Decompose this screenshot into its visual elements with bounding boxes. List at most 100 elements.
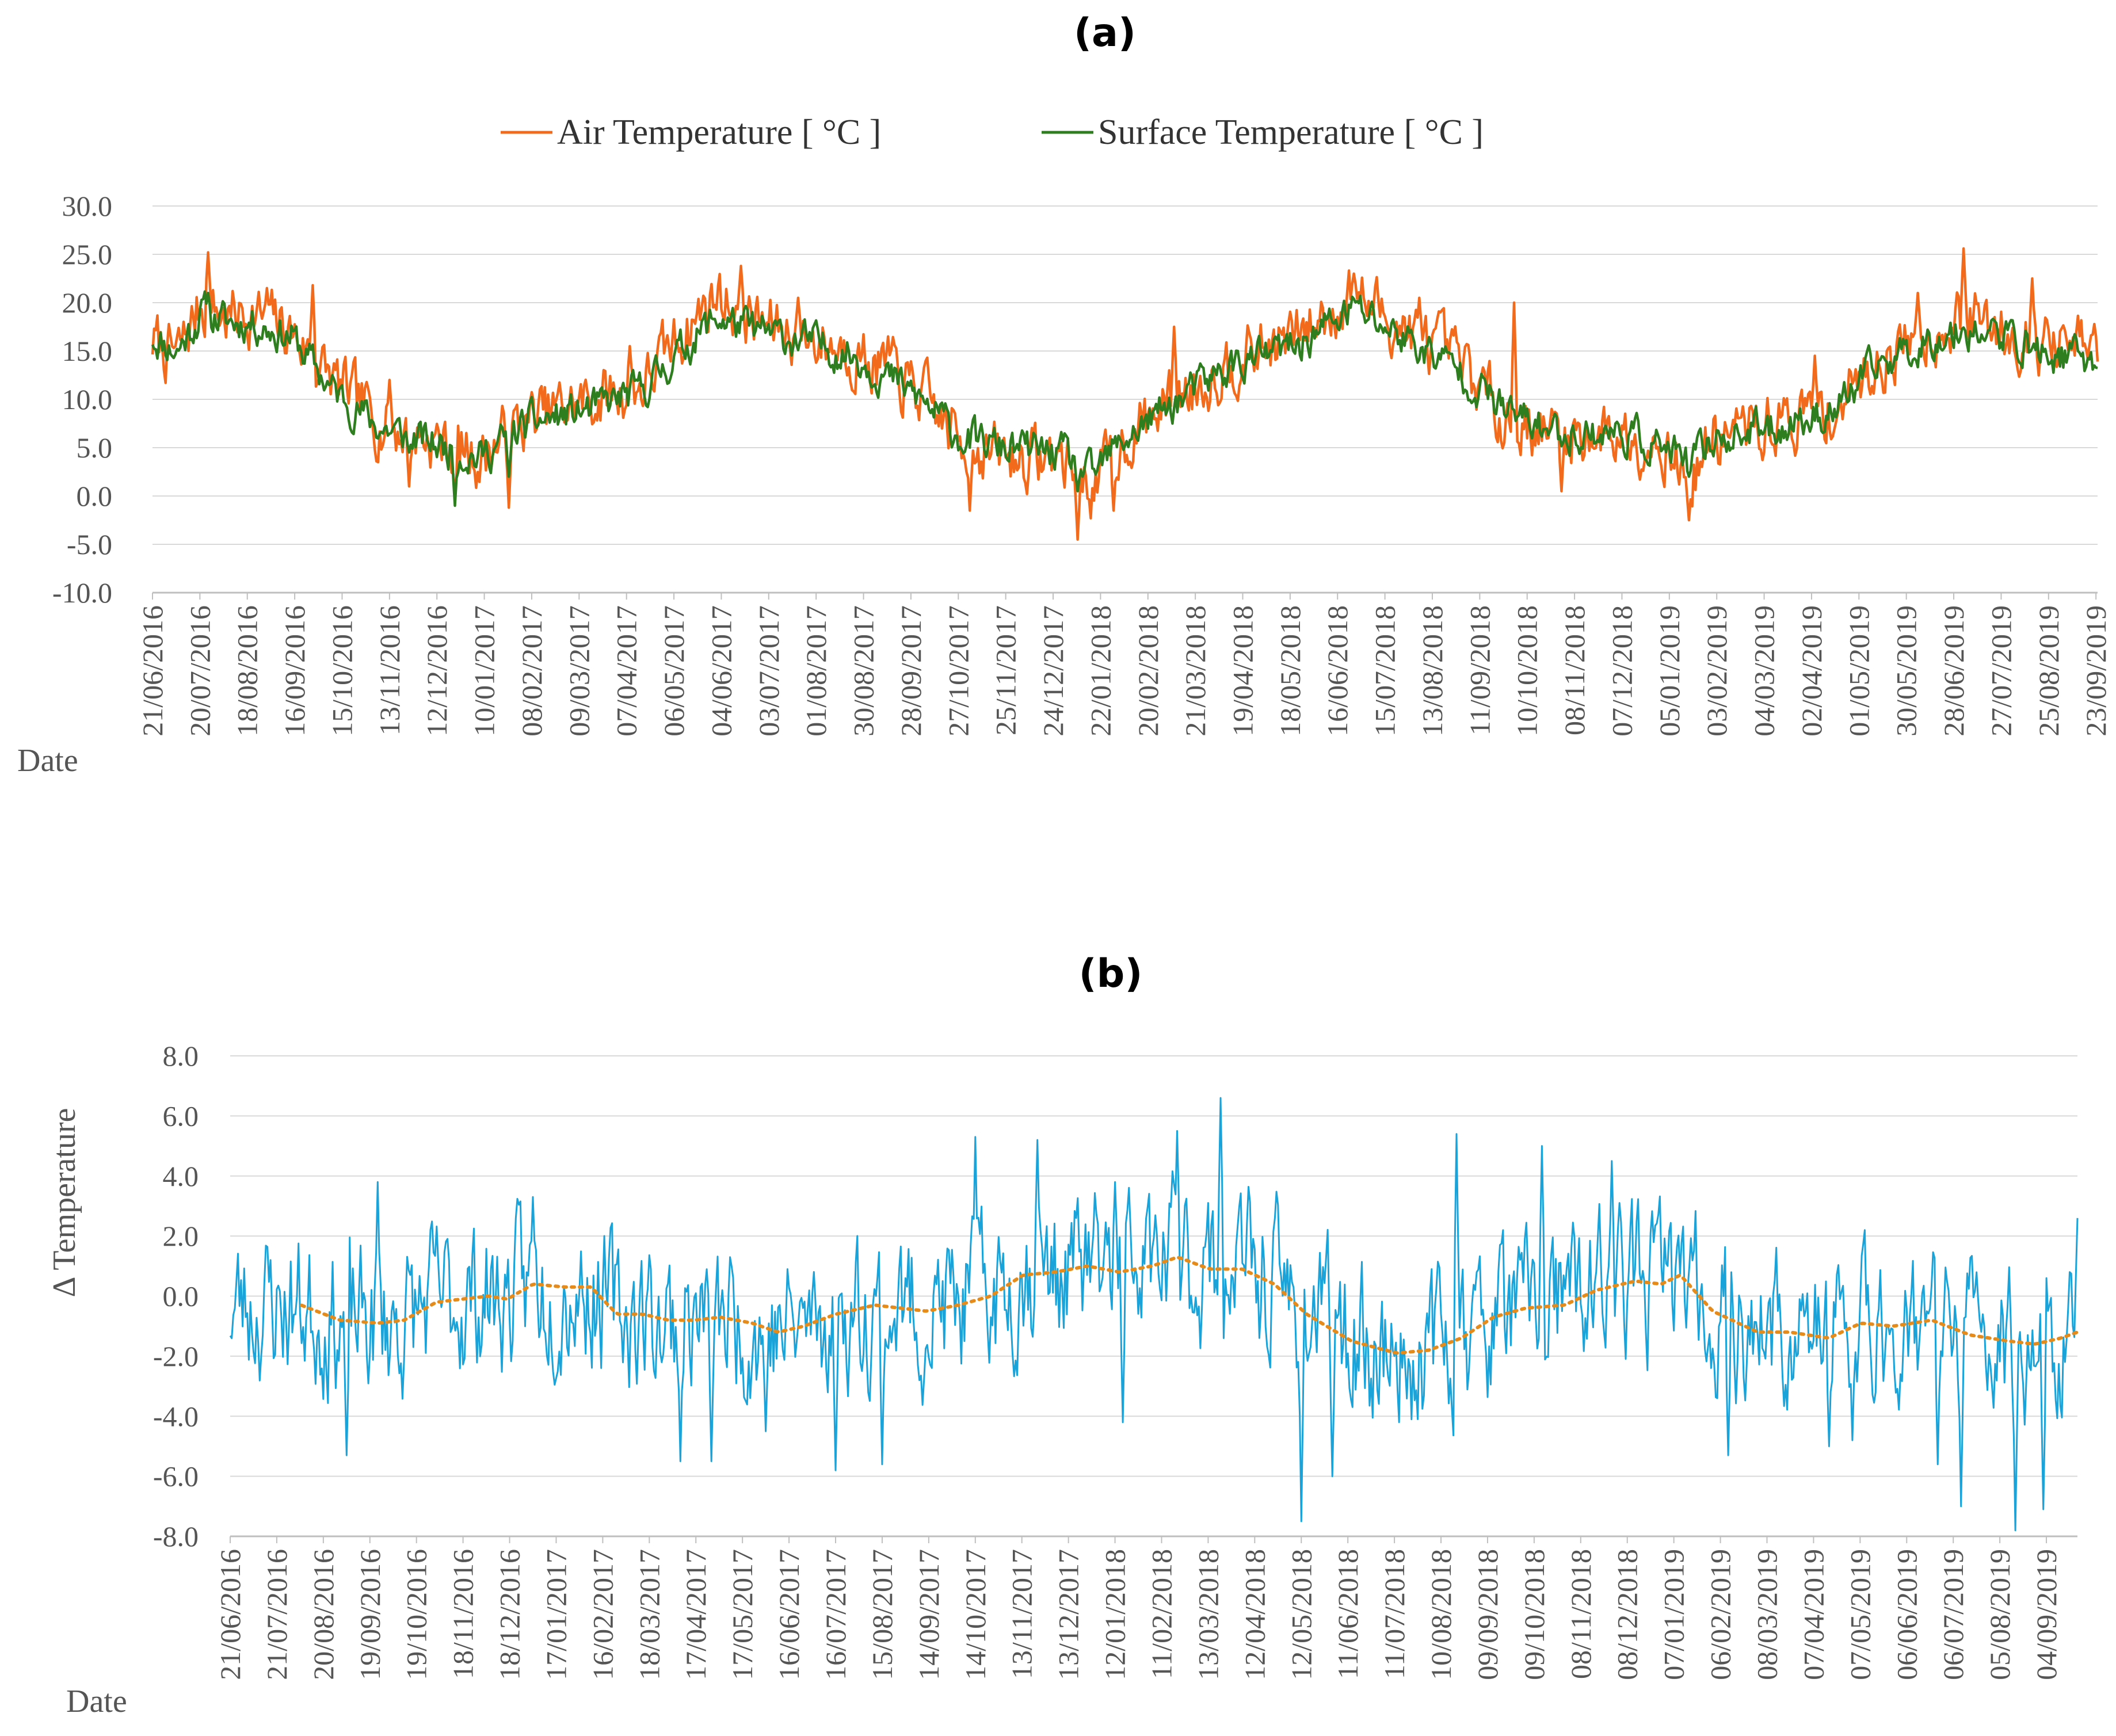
air-temperature-line (151, 247, 2099, 541)
x-tick-label: 20/02/2018 (1132, 605, 1164, 737)
x-tick-label: 04/03/2019 (1748, 605, 1781, 737)
x-tick-label: 04/06/2017 (705, 605, 737, 737)
x-tick-label: 13/03/2018 (1192, 1549, 1224, 1680)
x-tick-label: 21/06/2016 (136, 605, 169, 737)
x-tick-label: 27/10/2017 (942, 605, 974, 737)
x-tick-label: 17/04/2017 (680, 1549, 712, 1680)
x-tick-label: 22/01/2018 (1084, 605, 1116, 737)
x-tick-label: 12/12/2016 (421, 605, 453, 737)
x-tick-label: 08/12/2018 (1611, 1549, 1644, 1680)
x-tick-label: 06/02/2019 (1705, 1549, 1737, 1680)
series-b (229, 1097, 2079, 1532)
grid-b (230, 1055, 2077, 1537)
x-tick-label: 25/11/2017 (990, 605, 1022, 735)
x-tick-label: 05/08/2019 (1984, 1549, 2016, 1680)
x-tick-label: 18/03/2017 (633, 1549, 665, 1680)
x-tick-label: 10/01/2017 (468, 605, 501, 737)
x-tick-label: 14/10/2017 (959, 1549, 992, 1680)
x-tick-label: 11/07/2018 (1378, 1549, 1410, 1679)
x-tick-label: 07/05/2019 (1844, 1549, 1876, 1680)
y-axis-label-b: Δ Temperature (47, 1108, 82, 1297)
x-tick-label: 18/05/2018 (1274, 605, 1306, 737)
x-tick-label: 11/09/2018 (1463, 605, 1496, 735)
x-tick-label: 06/05/2017 (658, 605, 690, 737)
legend-surface-label: Surface Temperature [ °C ] (1098, 113, 1484, 152)
x-tick-label: 13/11/2017 (1006, 1549, 1038, 1679)
x-tick-label: 15/10/2016 (326, 605, 358, 737)
x-tick-label: 20/08/2016 (307, 1549, 340, 1680)
x-tick-label: 14/09/2017 (913, 1549, 945, 1680)
x-tick-label: 19/09/2016 (354, 1549, 386, 1680)
x-tick-label: 08/11/2018 (1565, 1549, 1597, 1679)
y-ticks-a: 30.0 25.0 20.0 15.0 10.0 5.0 0.0 -5.0 -10.0 (52, 190, 112, 609)
x-tick-label: 04/09/2019 (2030, 1549, 2062, 1680)
x-tick-label: 11/06/2018 (1332, 1549, 1364, 1679)
y-tick-label: 25.0 (62, 238, 113, 270)
x-tick-label: 15/07/2018 (1369, 605, 1401, 737)
x-tick-label: 19/04/2018 (1227, 605, 1259, 737)
x-tick-label: 17/01/2017 (540, 1549, 572, 1680)
x-tick-label: 10/08/2018 (1425, 1549, 1457, 1680)
x-tick-label: 25/08/2019 (2033, 605, 2065, 737)
y-ticks-b: 8.0 6.0 4.0 2.0 0.0 -2.0 -4.0 -6.0 -8.0 (153, 1040, 199, 1552)
surface-temperature-line (151, 290, 2098, 508)
x-tick-label: 08/11/2018 (1558, 605, 1591, 735)
x-tick-label: 15/08/2017 (866, 1549, 898, 1680)
x-tick-label: 16/09/2016 (279, 605, 311, 737)
x-tick-label: 09/09/2018 (1471, 1549, 1504, 1680)
x-ticks-a: 21/06/2016 20/07/2016 18/08/2016 16/09/2016… (136, 593, 2112, 737)
legend-air-label: Air Temperature [ °C ] (557, 113, 881, 152)
x-tick-label: 13/12/2017 (1053, 1549, 1085, 1680)
x-tick-label: 16/06/2018 (1321, 605, 1354, 737)
panel-b-title: (b) (1079, 951, 1143, 997)
y-tick-label: 0.0 (163, 1280, 199, 1313)
x-tick-label: 18/12/2016 (494, 1549, 526, 1680)
x-tick-label: 13/08/2018 (1416, 605, 1448, 737)
x-tick-label: 18/08/2016 (231, 605, 264, 737)
x-tick-label: 01/08/2017 (800, 605, 832, 737)
series-a (151, 247, 2099, 541)
x-axis-label-b: Date (66, 1684, 127, 1719)
y-tick-label: -8.0 (153, 1520, 199, 1552)
x-tick-label: 16/07/2017 (819, 1549, 852, 1680)
y-tick-label: 20.0 (62, 287, 113, 319)
x-tick-label: 30/05/2019 (1890, 605, 1923, 737)
x-tick-label: 28/06/2019 (1938, 605, 1970, 737)
x-tick-label: 06/06/2019 (1890, 1549, 1923, 1680)
x-tick-label: 18/11/2016 (447, 1549, 479, 1679)
x-tick-label: 19/10/2016 (401, 1549, 433, 1680)
y-tick-label: 6.0 (163, 1100, 199, 1132)
x-tick-label: 02/04/2019 (1795, 605, 1828, 737)
x-tick-label: 08/03/2019 (1751, 1549, 1783, 1680)
x-tick-label: 08/02/2017 (516, 605, 548, 737)
x-tick-label: 05/01/2019 (1653, 605, 1686, 737)
x-tick-label: 13/11/2016 (373, 605, 406, 735)
x-tick-label: 03/07/2017 (753, 605, 785, 737)
x-tick-label: 30/08/2017 (848, 605, 880, 737)
y-tick-label: -6.0 (153, 1460, 199, 1493)
x-tick-label: 11/02/2018 (1145, 1549, 1177, 1679)
x-axis-label-a: Date (17, 743, 78, 779)
moving-average-line (300, 1255, 2079, 1355)
y-tick-label: -2.0 (153, 1340, 199, 1372)
x-tick-label: 21/06/2016 (214, 1549, 246, 1680)
x-tick-label: 27/07/2019 (1985, 605, 2017, 737)
delta-temperature-line (229, 1097, 2079, 1532)
y-tick-label: 15.0 (62, 335, 113, 367)
x-tick-label: 17/05/2017 (726, 1549, 758, 1680)
y-tick-label: 2.0 (163, 1220, 199, 1252)
panel-a-title: (a) (1074, 10, 1136, 56)
y-tick-label: 4.0 (163, 1160, 199, 1192)
x-tick-label: 16/06/2017 (773, 1549, 805, 1680)
x-tick-label: 23/09/2019 (2080, 605, 2112, 737)
x-tick-label: 24/12/2017 (1037, 605, 1069, 737)
x-tick-label: 07/01/2019 (1658, 1549, 1690, 1680)
x-tick-label: 12/04/2018 (1238, 1549, 1271, 1680)
x-tick-label: 09/03/2017 (563, 605, 595, 737)
x-tick-label: 07/04/2019 (1797, 1549, 1829, 1680)
x-tick-label: 09/10/2018 (1518, 1549, 1550, 1680)
panel-b: (b) Δ Temperature 8.0 6.0 4.0 2.0 0.0 -2.0 -4.… (47, 951, 2079, 1719)
x-tick-label: 03/02/2019 (1701, 605, 1733, 737)
y-tick-label: 10.0 (62, 383, 113, 415)
